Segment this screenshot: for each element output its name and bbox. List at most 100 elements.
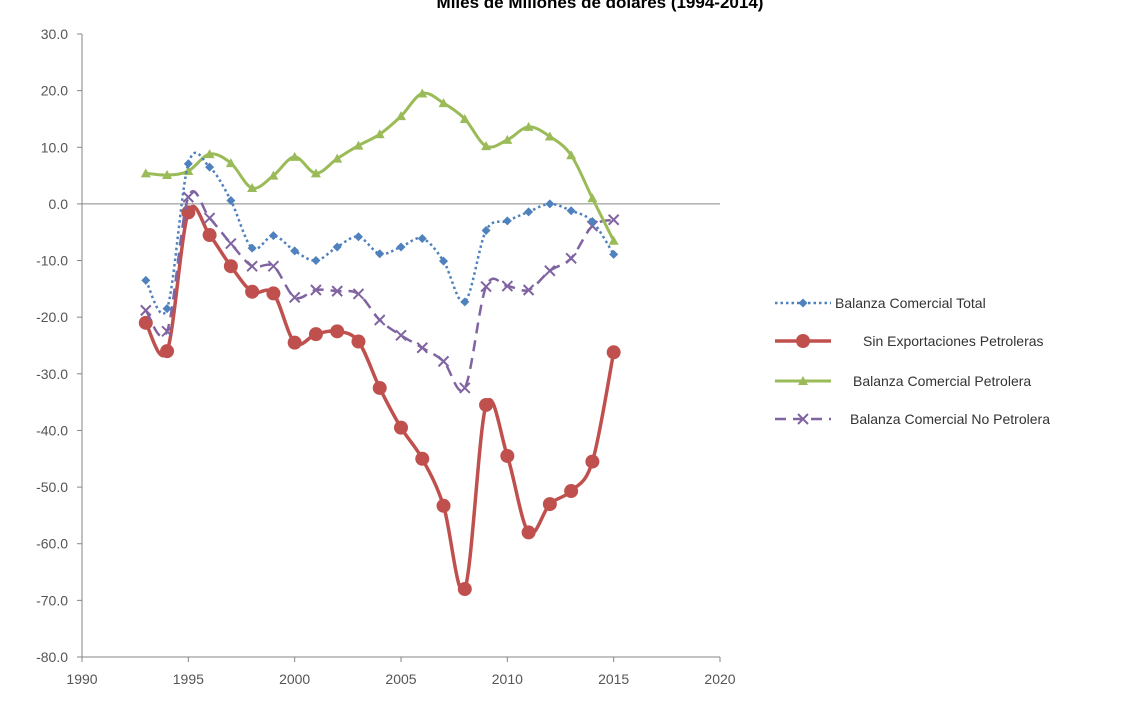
data-point — [160, 344, 175, 359]
data-point — [226, 196, 236, 206]
series-sin-exportaciones-petroleras — [138, 204, 621, 597]
data-point — [310, 168, 321, 178]
data-point — [417, 88, 428, 98]
data-point — [203, 212, 216, 224]
data-point — [460, 297, 470, 307]
data-point — [289, 151, 300, 161]
data-point — [587, 193, 598, 203]
data-point — [609, 249, 619, 259]
data-point — [353, 232, 363, 242]
data-point — [416, 342, 428, 354]
data-point — [439, 256, 449, 266]
data-point — [564, 484, 579, 499]
chart-legend: Balanza Comercial Total Sin Exportaciones… — [775, 295, 1050, 427]
data-point — [225, 158, 236, 168]
data-point — [182, 191, 195, 203]
legend-swatch-marker — [797, 413, 809, 425]
series-balanza-comercial-total — [141, 151, 619, 315]
data-point — [204, 149, 215, 159]
legend-label: Balanza Comercial No Petrolera — [850, 411, 1050, 427]
data-point — [245, 284, 260, 299]
data-point — [183, 159, 193, 169]
data-point — [352, 288, 365, 300]
y-tick-label: 30.0 — [41, 26, 68, 42]
chart-axes: 30.0 20.0 10.0 0.0 -10.0 -20.0 -30.0 -40.0 -50.0… — [36, 26, 736, 687]
y-tick-label: -50.0 — [36, 479, 68, 495]
chart-title: Miles de Millones de dólares (1994-2014) — [437, 0, 764, 12]
data-point — [332, 153, 343, 163]
legend-item: Balanza Comercial Total — [775, 295, 986, 311]
data-point — [524, 207, 534, 217]
data-point — [481, 226, 491, 236]
x-tick-label: 2010 — [492, 671, 523, 687]
series-balanza-comercial-petrolera — [140, 88, 619, 245]
data-point — [266, 286, 281, 301]
data-point — [205, 162, 215, 172]
y-tick-label: -20.0 — [36, 309, 68, 325]
legend-label: Balanza Comercial Petrolera — [853, 373, 1031, 389]
legend-item: Balanza Comercial No Petrolera — [775, 411, 1050, 427]
series-line — [144, 190, 615, 392]
data-point — [162, 304, 172, 314]
data-point — [267, 260, 280, 272]
data-point — [351, 334, 366, 349]
data-point — [542, 497, 557, 512]
data-point — [459, 382, 471, 394]
series-line — [145, 91, 616, 242]
data-point — [502, 134, 513, 144]
data-point — [308, 327, 323, 342]
data-point — [394, 420, 408, 435]
data-point — [479, 397, 494, 412]
data-point — [268, 231, 278, 241]
y-tick-label: 10.0 — [41, 139, 68, 155]
x-tick-label: 1990 — [66, 671, 97, 687]
data-point — [310, 284, 322, 296]
data-point — [417, 233, 427, 243]
legend-swatch-marker — [798, 376, 808, 385]
data-point — [375, 249, 385, 259]
legend-item: Sin Exportaciones Petroleras — [775, 333, 1044, 349]
data-point — [586, 220, 599, 232]
data-point — [330, 324, 345, 339]
x-tick-label: 2020 — [704, 671, 735, 687]
legend-swatch-marker — [796, 334, 810, 348]
data-point — [311, 256, 321, 266]
y-tick-label: -60.0 — [36, 536, 68, 552]
data-point — [415, 451, 430, 466]
data-point — [607, 214, 620, 226]
x-tick-label: 2005 — [385, 671, 416, 687]
data-point — [162, 170, 173, 180]
data-point — [246, 260, 258, 272]
data-point — [502, 216, 512, 226]
data-point — [500, 448, 515, 463]
y-tick-label: -30.0 — [36, 366, 68, 382]
data-point — [202, 228, 217, 243]
data-point — [288, 291, 301, 304]
data-point — [436, 498, 451, 513]
data-point — [523, 121, 534, 131]
data-point — [438, 98, 449, 108]
data-point — [268, 170, 279, 180]
data-point — [501, 280, 514, 292]
data-point — [332, 242, 342, 252]
data-point — [544, 265, 556, 277]
data-point — [457, 582, 472, 597]
data-point — [566, 150, 577, 160]
data-point — [161, 325, 173, 338]
x-tick-label: 2000 — [279, 671, 310, 687]
legend-swatch-marker — [798, 298, 808, 308]
legend-label: Sin Exportaciones Petroleras — [863, 333, 1044, 349]
x-tick-label: 1995 — [173, 671, 204, 687]
data-point — [223, 259, 238, 274]
data-point — [374, 314, 386, 326]
chart-series-layer — [138, 88, 621, 597]
data-point — [481, 141, 492, 151]
data-point — [606, 345, 621, 360]
data-point — [587, 216, 597, 226]
data-point — [372, 380, 387, 395]
data-point — [608, 235, 619, 245]
data-point — [566, 206, 576, 216]
data-point — [140, 304, 152, 317]
